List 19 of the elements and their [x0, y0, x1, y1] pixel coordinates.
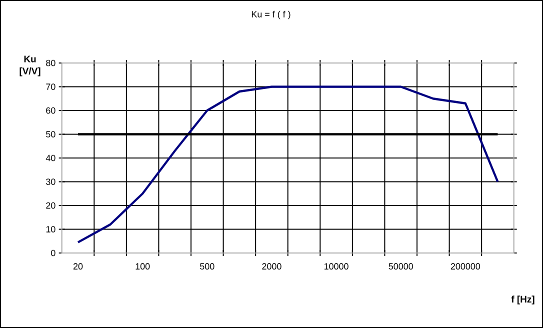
x-tick-label: 50000 — [388, 263, 413, 270]
y-tick-label: 30 — [46, 178, 56, 185]
x-tick-label: 100 — [136, 263, 150, 270]
y-tick-label: 60 — [46, 107, 56, 114]
y-tick-label: 80 — [46, 60, 56, 66]
chart-title: Ku = f ( f ) — [252, 10, 290, 20]
x-tick-label: 2000 — [262, 263, 282, 270]
x-tick-label: 200000 — [450, 263, 480, 270]
x-tick-label: 500 — [200, 263, 214, 270]
y-tick-label: 40 — [46, 154, 56, 162]
y-axis-title: Ku [V/V] — [20, 56, 40, 76]
x-axis-title: f [Hz] — [511, 296, 534, 304]
y-tick-label: 20 — [46, 202, 56, 209]
y-tick-label: 0 — [51, 250, 56, 256]
y-tick-label: 10 — [46, 226, 56, 232]
y-tick-label: 70 — [46, 84, 56, 90]
x-tick-label: 10000 — [324, 263, 348, 270]
y-tick-label: 50 — [46, 131, 56, 138]
x-tick-label: 20 — [73, 263, 83, 270]
